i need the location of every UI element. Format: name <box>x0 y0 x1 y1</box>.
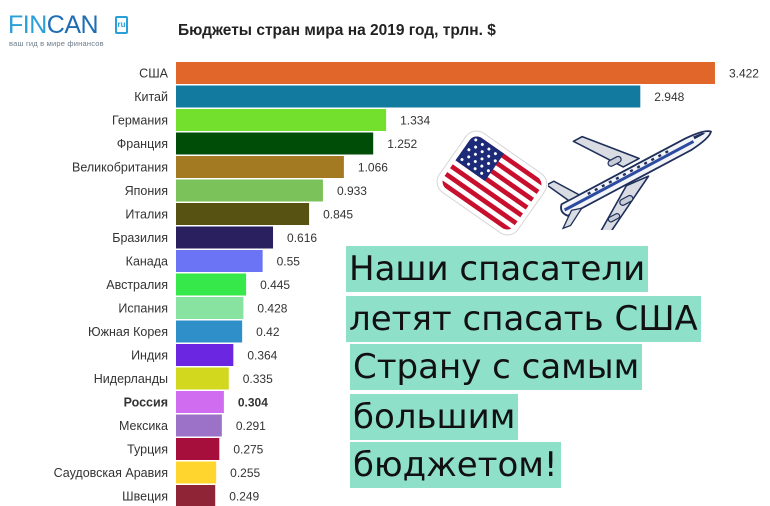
bar-сша <box>176 62 715 84</box>
category-label-франция: Франция <box>117 137 168 151</box>
value-label-южная-корея: 0.42 <box>256 325 280 339</box>
category-label-саудовская-аравия: Саудовская Аравия <box>54 466 168 480</box>
category-label-швеция: Швеция <box>122 490 168 504</box>
caption-line-4: большим <box>350 394 519 440</box>
value-label-франция: 1.252 <box>387 137 417 151</box>
category-label-австралия: Австралия <box>106 278 168 292</box>
category-label-россия: Россия <box>124 396 168 410</box>
category-label-великобритания: Великобритания <box>72 161 168 175</box>
category-label-канада: Канада <box>126 255 168 269</box>
bar-мексика <box>176 414 222 437</box>
bar-южная-корея <box>176 320 243 343</box>
value-label-турция: 0.275 <box>233 443 263 457</box>
value-label-япония: 0.933 <box>337 184 367 198</box>
bar-китай <box>176 85 641 108</box>
bar-италия <box>176 203 310 225</box>
category-label-турция: Турция <box>127 443 168 457</box>
bar-канада <box>176 250 263 272</box>
logo-can: CAN <box>46 11 99 39</box>
category-label-южная-корея: Южная Корея <box>88 325 168 339</box>
value-label-австралия: 0.445 <box>260 278 290 292</box>
category-label-италия: Италия <box>125 208 168 222</box>
category-label-испания: Испания <box>118 302 168 316</box>
caption-line-3: Страну с самым <box>350 344 643 390</box>
bar-россия <box>176 391 224 413</box>
bar-франция <box>176 132 374 155</box>
logo-ru-box: ru <box>115 16 128 34</box>
bar-турция <box>176 438 220 460</box>
category-label-япония: Япония <box>125 184 168 198</box>
value-label-нидерланды: 0.335 <box>243 372 273 386</box>
category-label-мексика: Мексика <box>119 419 168 433</box>
chart-title: Бюджеты стран мира на 2019 год, трлн. $ <box>178 22 496 39</box>
value-label-канада: 0.55 <box>277 255 301 269</box>
value-label-индия: 0.364 <box>247 349 277 363</box>
value-label-бразилия: 0.616 <box>287 231 317 245</box>
bar-швеция <box>176 485 216 506</box>
caption-line-1: Наши спасатели <box>346 246 649 292</box>
bar-бразилия <box>176 226 274 249</box>
category-label-сша: США <box>139 67 168 81</box>
bar-япония <box>176 179 323 202</box>
category-label-нидерланды: Нидерланды <box>94 372 168 386</box>
logo-tagline: ваш гид в мире финансов <box>9 39 104 48</box>
category-label-индия: Индия <box>131 349 168 363</box>
bar-австралия <box>176 273 247 296</box>
logo-fin: FIN <box>8 11 47 39</box>
value-label-великобритания: 1.066 <box>358 161 388 175</box>
fincan-logo: FINCAN ru ваш гид в мире финансов <box>8 10 132 50</box>
logo-wordmark: FINCAN <box>8 10 99 40</box>
caption-line-5: бюджетом! <box>350 442 561 488</box>
airplane-icon <box>548 130 712 230</box>
caption-line-2: летят спасать США <box>346 296 701 342</box>
bar-индия <box>176 344 234 366</box>
category-label-германия: Германия <box>112 114 168 128</box>
bar-испания <box>176 297 244 319</box>
value-label-саудовская-аравия: 0.255 <box>230 466 260 480</box>
value-label-германия: 1.334 <box>400 114 430 128</box>
bar-великобритания <box>176 156 344 178</box>
value-label-швеция: 0.249 <box>229 490 259 504</box>
value-label-мексика: 0.291 <box>236 419 266 433</box>
bar-германия <box>176 109 387 131</box>
value-label-россия: 0.304 <box>238 396 268 410</box>
bar-саудовская-аравия <box>176 461 217 484</box>
value-label-китай: 2.948 <box>654 90 684 104</box>
category-label-китай: Китай <box>134 90 168 104</box>
bar-нидерланды <box>176 367 229 390</box>
category-label-бразилия: Бразилия <box>112 231 168 245</box>
value-label-италия: 0.845 <box>323 208 353 222</box>
value-label-испания: 0.428 <box>257 302 287 316</box>
value-label-сша: 3.422 <box>729 67 759 81</box>
usa-flag-icon <box>436 130 548 236</box>
